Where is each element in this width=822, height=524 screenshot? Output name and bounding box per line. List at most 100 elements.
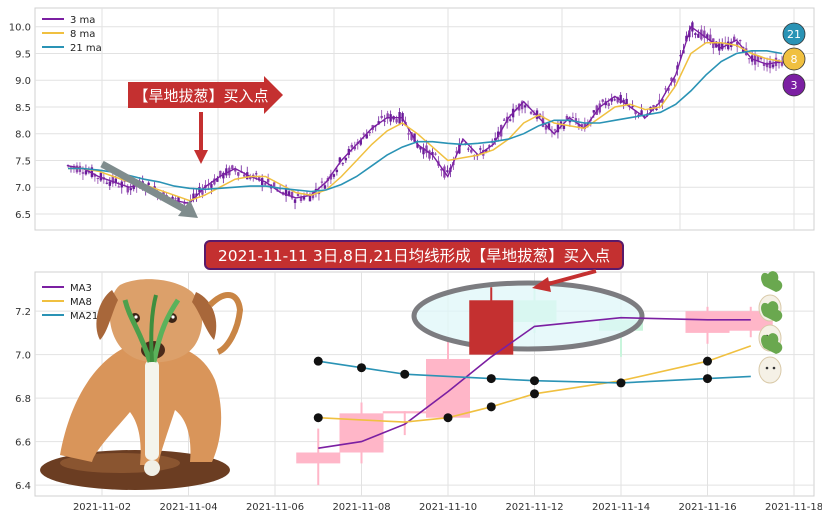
top-candle-body <box>210 184 213 188</box>
top-candle-body <box>263 183 267 185</box>
highlight-ellipse <box>411 280 645 352</box>
bottom-x-tick-label: 2021-11-02 <box>73 502 131 513</box>
bottom-marker-point <box>486 402 496 412</box>
top-candle-body <box>768 60 772 69</box>
top-candle-body <box>123 180 126 182</box>
top-y-tick-label: 6.5 <box>15 210 31 221</box>
bottom-marker-point <box>313 356 323 366</box>
top-candle-body <box>508 119 512 121</box>
bottom-x-tick-labels: 2021-11-02 2021-11-04 2021-11-06 2021-11-08… <box>73 502 822 513</box>
top-candle-body <box>129 188 132 191</box>
bottom-y-tick-label: 6.4 <box>15 481 31 492</box>
dog-illustration <box>40 279 244 490</box>
badge-3 <box>782 73 806 97</box>
top-candle-body <box>738 39 742 42</box>
top-candle-body <box>114 178 117 184</box>
top-candle-body <box>171 196 174 201</box>
top-candle-body <box>90 167 94 177</box>
top-candle-body <box>547 123 551 130</box>
top-candle-body <box>747 58 751 60</box>
top-candle-body <box>655 108 658 111</box>
top-candle-body <box>571 116 575 118</box>
top-candle-body <box>488 145 491 147</box>
legend-label-ma8: MA8 <box>70 297 92 308</box>
top-y-tick-label: 8.5 <box>15 103 31 114</box>
top-candle-body <box>222 172 225 179</box>
top-candle-body <box>673 78 676 83</box>
top-candle-body <box>601 99 604 102</box>
bottom-series-MA3 <box>318 316 751 449</box>
top-candle-body <box>111 176 115 184</box>
top-candle-body <box>532 113 536 116</box>
top-candle-body <box>658 99 661 103</box>
top-y-tick-label: 10.0 <box>9 23 31 34</box>
top-candle-body <box>652 105 655 108</box>
top-candle-body <box>616 96 619 103</box>
top-candle-body <box>96 177 100 179</box>
annotation-label: 【旱地拔葱】买入点 <box>133 87 268 105</box>
top-candle-body <box>272 182 276 187</box>
badge-21-label: 21 <box>787 28 801 41</box>
top-candle-body <box>323 185 327 189</box>
top-candle-body <box>559 121 563 125</box>
top-candle-body <box>365 134 368 139</box>
top-candle-body <box>350 144 354 148</box>
top-candle-body <box>428 150 431 159</box>
top-candle-body <box>320 181 324 183</box>
top-candle-body <box>395 119 398 123</box>
buy-point-annotation: 【旱地拔葱】买入点 <box>128 76 283 164</box>
top-y-tick-labels: 10.0 9.5 9.0 8.5 8.0 7.5 7.0 6.5 <box>9 23 31 221</box>
top-candle-body <box>523 105 527 108</box>
top-candle-body <box>664 88 667 90</box>
bottom-x-tick-label: 2021-11-12 <box>505 502 563 513</box>
top-candle-body <box>260 178 264 185</box>
top-candle-body <box>470 149 473 153</box>
top-candle-body <box>619 94 622 104</box>
top-candle-body <box>416 143 419 148</box>
bottom-y-tick-label: 7.2 <box>15 307 31 318</box>
top-candle-body <box>225 168 228 176</box>
top-candle-body <box>234 168 237 172</box>
bottom-marker-point <box>486 374 496 384</box>
top-y-tick-label: 9.0 <box>15 76 31 87</box>
top-candle-body <box>496 131 500 138</box>
bottom-marker-point <box>357 363 366 373</box>
top-candle-body <box>721 43 724 50</box>
top-candle-body <box>631 106 634 108</box>
top-candle-body <box>679 55 682 57</box>
top-candle-body <box>335 169 339 173</box>
top-candle-body <box>685 35 688 42</box>
top-candle-body <box>249 176 252 180</box>
top-candle-body <box>84 170 88 175</box>
top-candle-body <box>634 110 637 115</box>
bottom-marker-point <box>400 369 410 379</box>
top-candle-body <box>195 193 198 196</box>
bottom-x-tick-label: 2021-11-18 <box>765 502 822 513</box>
top-series-8-ma <box>68 42 783 202</box>
top-candle-body <box>577 123 581 129</box>
top-candle-body <box>386 113 389 119</box>
top-candle-body <box>293 199 297 203</box>
top-ma-lines <box>67 25 783 205</box>
legend-label-3ma: 3 ma <box>70 15 95 26</box>
top-y-tick-label: 9.5 <box>15 49 31 60</box>
top-candle-body <box>485 149 488 153</box>
top-candle-body <box>231 165 234 170</box>
top-candle-body <box>622 99 625 103</box>
title-banner-text: 2021-11-11 3日,8日,21日均线形成【旱地拔葱】买入点 <box>218 247 610 265</box>
top-candle-body <box>105 182 109 184</box>
title-banner-box <box>204 240 624 270</box>
top-candle-body <box>407 133 410 135</box>
top-candle-body <box>284 189 288 196</box>
top-candle-body <box>610 97 613 102</box>
top-candle-body <box>434 153 437 155</box>
badge-8-label: 8 <box>791 53 798 66</box>
top-candle-body <box>359 140 362 145</box>
top-candle-body <box>727 41 730 50</box>
top-candle-body <box>108 181 112 186</box>
top-candle-body <box>574 118 578 123</box>
top-candle-body <box>455 151 458 153</box>
top-candle-body <box>353 146 356 150</box>
